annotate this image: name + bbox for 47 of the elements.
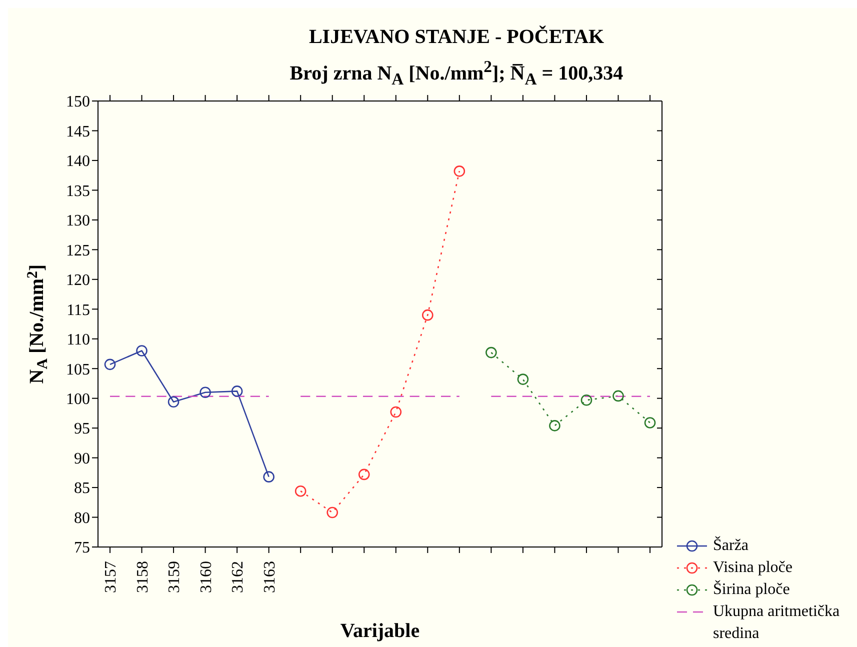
x-tick-label: 3160 xyxy=(198,561,215,593)
y-tick-label: 75 xyxy=(74,540,90,557)
y-tick-label: 115 xyxy=(66,302,90,319)
point xyxy=(486,346,497,358)
point xyxy=(168,396,180,408)
y-tick-label: 85 xyxy=(74,480,90,498)
point xyxy=(326,506,338,518)
legend-label: Širina ploče xyxy=(713,579,790,600)
point xyxy=(104,358,116,370)
chart-subtitle: Broj zrna N$_{A}$ [No./mm$^{2}$]; N̅$_{A}$ = 100,334 xyxy=(288,56,624,90)
y-tick-label: 100 xyxy=(66,391,90,408)
legend-label: Šarža xyxy=(713,535,749,556)
point xyxy=(517,374,529,385)
y-tick-label: 125 xyxy=(66,242,90,260)
x-tick-label: 3159 xyxy=(166,561,184,593)
legend-label: Ukupna aritmetička sredina xyxy=(713,602,841,644)
y-tick-label: 130 xyxy=(66,212,90,230)
point xyxy=(612,390,624,402)
y-tick-label: 135 xyxy=(66,182,90,200)
point xyxy=(294,485,306,497)
y-tick-label: 140 xyxy=(66,153,90,170)
y-tick-label: 105 xyxy=(66,361,90,378)
y-tick-label: 95 xyxy=(74,420,90,438)
point xyxy=(390,406,402,418)
x-tick-label: 3158 xyxy=(134,561,152,593)
point xyxy=(200,386,211,398)
y-tick-label: 120 xyxy=(66,272,90,290)
chart-title: LIJEVANO STANJE - POČETAK xyxy=(308,24,606,49)
point xyxy=(358,468,370,480)
x-tick-label: 3162 xyxy=(230,561,247,593)
y-tick-label: 145 xyxy=(66,123,90,140)
point xyxy=(231,386,243,397)
point xyxy=(263,471,274,482)
point xyxy=(580,394,592,406)
y-tick-label: 80 xyxy=(74,510,90,527)
x-axis-title: Varijable xyxy=(340,620,420,642)
point xyxy=(422,309,434,321)
point xyxy=(644,417,656,428)
x-tick-label: 3163 xyxy=(261,561,278,593)
x-tick-label: 3157 xyxy=(102,561,120,593)
y-tick-label: 110 xyxy=(66,332,90,349)
point xyxy=(549,420,560,432)
point xyxy=(454,166,466,177)
point xyxy=(136,345,148,356)
legend-label: Visina ploče xyxy=(713,558,792,578)
y-tick-label: 150 xyxy=(66,94,90,111)
y-tick-label: 90 xyxy=(74,450,90,468)
